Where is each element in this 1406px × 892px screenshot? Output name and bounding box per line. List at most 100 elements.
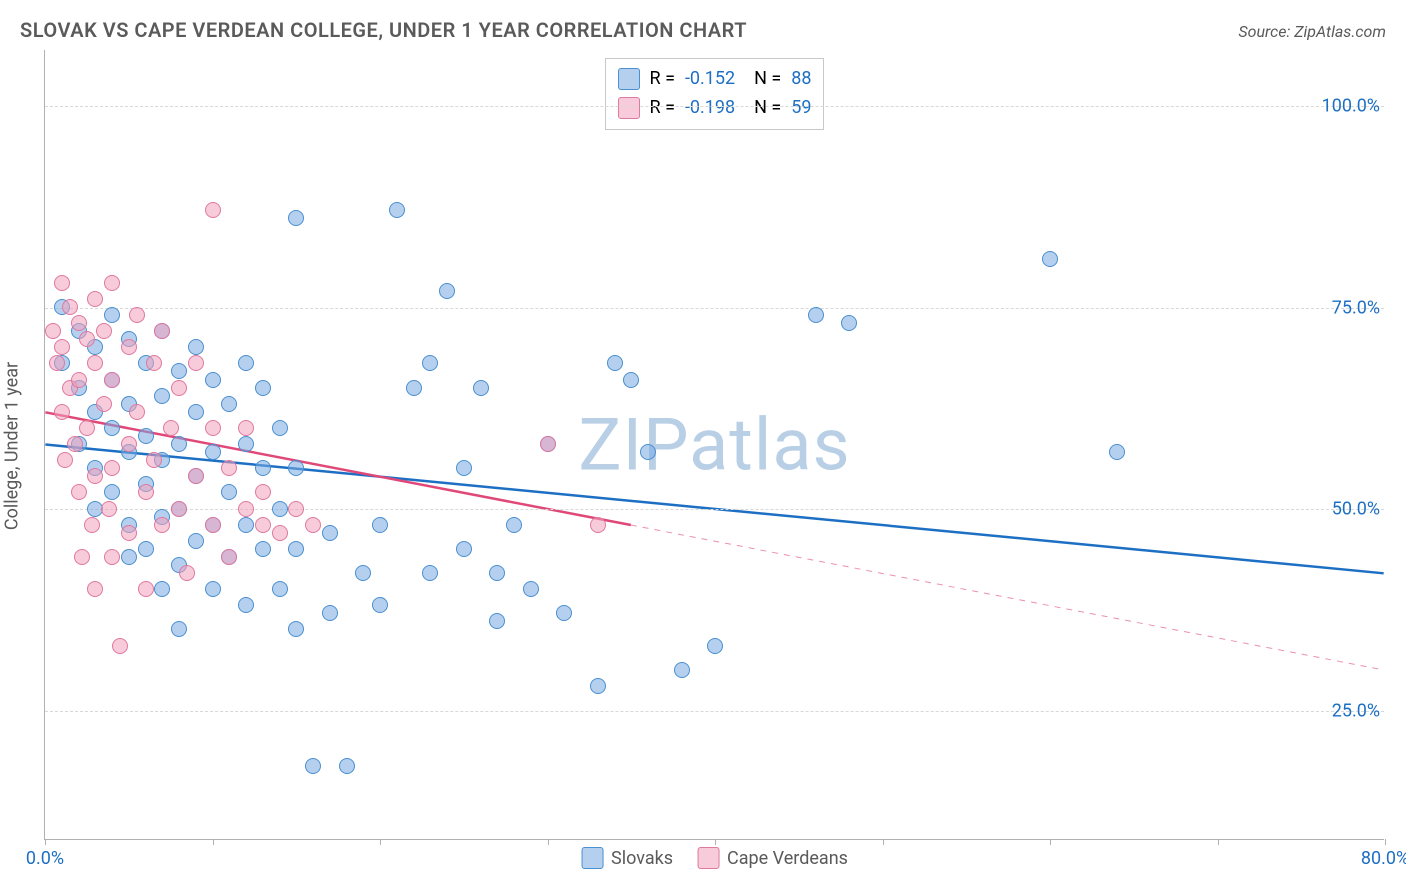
data-point [104,307,120,323]
data-point [808,307,824,323]
data-point [389,202,405,218]
data-point [163,420,179,436]
ytick-label: 50.0% [1332,499,1386,520]
legend-row-capeverdeans: R = -0.198 N = 59 [618,94,812,123]
swatch-slovaks-icon [581,847,603,869]
data-point [238,355,254,371]
data-point [104,420,120,436]
data-point [288,210,304,226]
data-point [456,460,472,476]
data-point [79,420,95,436]
legend-row-slovaks: R = -0.152 N = 88 [618,65,812,94]
data-point [255,380,271,396]
data-point [1109,444,1125,460]
data-point [288,621,304,637]
data-point [87,468,103,484]
data-point [205,581,221,597]
data-point [54,404,70,420]
data-point [87,581,103,597]
data-point [841,315,857,331]
xtick [883,839,884,845]
data-point [188,533,204,549]
n-value-slovaks: 88 [791,65,811,94]
r-label: R = [650,94,675,123]
data-point [188,355,204,371]
data-point [205,420,221,436]
xtick [380,839,381,845]
xtick [1218,839,1219,845]
data-point [372,517,388,533]
data-point [87,355,103,371]
data-point [96,396,112,412]
legend-label-slovaks: Slovaks [611,848,673,869]
data-point [71,315,87,331]
data-point [171,363,187,379]
data-point [154,388,170,404]
data-point [272,581,288,597]
data-point [238,436,254,452]
data-point [146,452,162,468]
data-point [87,291,103,307]
data-point [288,501,304,517]
data-point [255,517,271,533]
data-point [62,299,78,315]
data-point [79,331,95,347]
data-point [322,605,338,621]
data-point [112,638,128,654]
series-legend: Slovaks Cape Verdeans [581,847,848,869]
data-point [422,355,438,371]
xtick [548,839,549,845]
data-point [607,355,623,371]
data-point [57,452,73,468]
xtick [213,839,214,845]
data-point [322,525,338,541]
data-point [272,420,288,436]
data-point [171,501,187,517]
ytick-label: 100.0% [1322,96,1386,117]
data-point [523,581,539,597]
data-point [489,565,505,581]
data-point [1042,251,1058,267]
data-point [154,581,170,597]
y-axis-label: College, Under 1 year [2,362,23,530]
r-value-slovaks: -0.152 [685,65,735,94]
data-point [590,678,606,694]
data-point [188,404,204,420]
data-point [489,613,505,629]
data-point [305,517,321,533]
data-point [238,517,254,533]
data-point [221,460,237,476]
ytick-label: 25.0% [1332,701,1386,722]
data-point [171,621,187,637]
xtick [45,839,46,845]
correlation-legend: R = -0.152 N = 88 R = -0.198 N = 59 [605,58,825,130]
data-point [221,396,237,412]
data-point [67,436,83,452]
data-point [188,468,204,484]
data-point [540,436,556,452]
data-point [171,380,187,396]
watermark-text: ZIPatlas [578,402,850,487]
data-point [272,501,288,517]
data-point [121,339,137,355]
data-point [255,484,271,500]
data-point [71,372,87,388]
legend-item-capeverdeans: Cape Verdeans [697,847,848,869]
data-point [154,517,170,533]
data-point [138,541,154,557]
data-point [171,436,187,452]
data-point [305,758,321,774]
scatter-plot-area: ZIPatlas R = -0.152 N = 88 R = -0.198 N … [44,50,1384,840]
legend-label-capeverdeans: Cape Verdeans [727,848,848,869]
data-point [422,565,438,581]
data-point [623,372,639,388]
data-point [45,323,61,339]
source-attribution: Source: ZipAtlas.com [1238,22,1386,41]
data-point [49,355,65,371]
data-point [188,339,204,355]
swatch-capeverdeans [618,97,640,119]
legend-item-slovaks: Slovaks [581,847,673,869]
data-point [355,565,371,581]
gridline-h [45,106,1384,107]
data-point [221,484,237,500]
